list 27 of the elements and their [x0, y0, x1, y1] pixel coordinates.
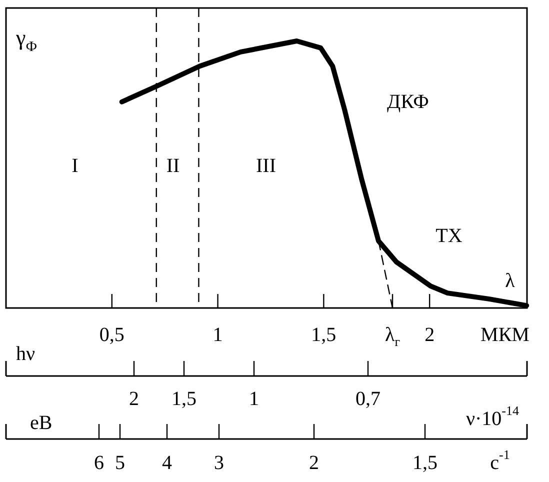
text: ν·10$^{-14}$ [466, 403, 520, 430]
text: 1,5 [412, 452, 438, 474]
text: 4 [162, 452, 172, 474]
text: eB [30, 412, 52, 434]
text: 1 [249, 388, 259, 410]
text: c$^{-1}$ [490, 447, 510, 474]
x-tick-label: 1,5 [311, 324, 336, 346]
text: 6 [94, 452, 104, 474]
annotation: ДКФ [387, 90, 429, 113]
text: 2 [129, 388, 139, 410]
text: 1,5 [172, 388, 196, 410]
x-tick-label: 2 [424, 324, 435, 346]
text: 3 [214, 452, 224, 474]
text: 0,7 [356, 388, 380, 410]
x-axis-title: МКМ [480, 324, 530, 346]
annotation: II [166, 154, 180, 177]
text: 2 [309, 452, 319, 474]
x-tick-label: λ$_{г}$ [384, 324, 400, 350]
annotation: ТХ [436, 224, 463, 247]
text: 5 [115, 452, 125, 474]
annotation: III [256, 154, 276, 177]
y-axis-title: γ$_{Ф}$ [15, 25, 38, 56]
annotation: λ [505, 270, 516, 292]
text: hν [16, 342, 36, 365]
x-tick-label: 0,5 [99, 324, 124, 346]
annotation: I [72, 154, 78, 177]
x-tick-label: 1 [212, 324, 223, 346]
